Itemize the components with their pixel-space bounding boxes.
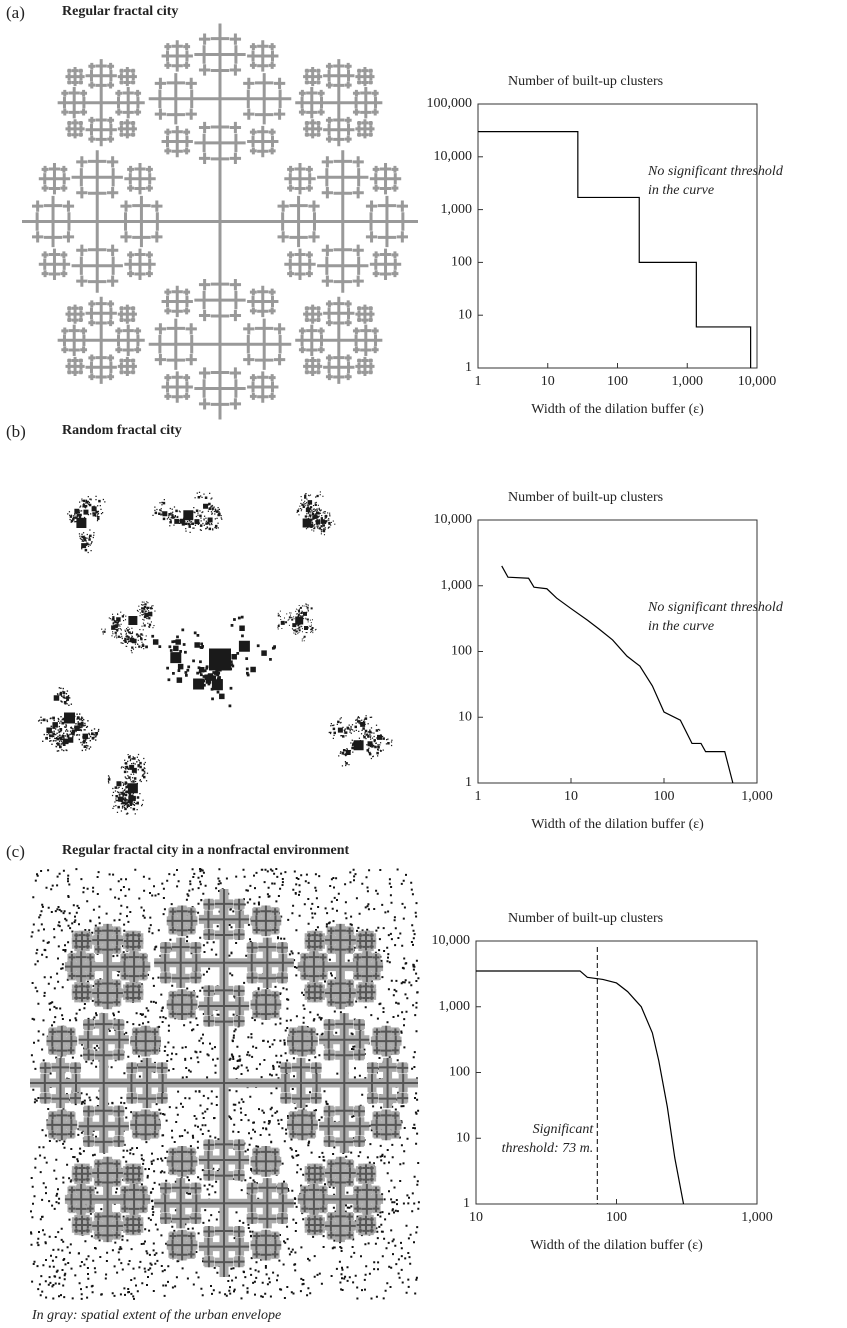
y-tick-label: 1,000 <box>439 999 471 1014</box>
fractal-image <box>37 491 393 815</box>
annotation: Significant <box>533 1122 595 1137</box>
annotation: in the curve <box>648 183 714 198</box>
y-tick-label: 1,000 <box>441 578 473 593</box>
annotation: threshold: 73 m. <box>502 1141 594 1156</box>
y-tick-label: 100 <box>449 1065 470 1080</box>
y-tick-label: 100 <box>451 255 472 270</box>
image-title: Regular fractal city in a nonfractal env… <box>62 843 350 858</box>
y-tick-label: 10 <box>456 1130 470 1145</box>
y-axis-label: Number of built-up clusters <box>508 490 663 505</box>
data-line <box>501 565 734 784</box>
x-tick-label: 100 <box>607 374 628 389</box>
y-axis-label: Number of built-up clusters <box>508 74 663 89</box>
x-tick-label: 1,000 <box>741 789 773 804</box>
panel-label: (c) <box>6 842 25 861</box>
x-tick-label: 100 <box>654 789 675 804</box>
x-tick-label: 100 <box>606 1210 627 1225</box>
plot-frame <box>475 940 758 1205</box>
x-axis-label: Width of the dilation buffer (ε) <box>531 817 704 832</box>
y-tick-label: 1,000 <box>441 202 473 217</box>
annotation: No significant threshold <box>647 164 784 179</box>
plot-frame <box>477 519 758 784</box>
y-tick-label: 10,000 <box>434 512 473 527</box>
y-tick-label: 10 <box>458 709 472 724</box>
y-tick-label: 100 <box>451 644 472 659</box>
y-tick-label: 1 <box>465 360 472 375</box>
y-tick-label: 1 <box>465 775 472 790</box>
x-tick-label: 10 <box>564 789 578 804</box>
fractal-image <box>22 23 418 420</box>
x-axis-label: Width of the dilation buffer (ε) <box>531 402 704 417</box>
image-title: Random fractal city <box>62 423 182 438</box>
annotation: No significant threshold <box>647 600 784 615</box>
x-tick-label: 10,000 <box>738 374 777 389</box>
x-tick-label: 10 <box>469 1210 483 1225</box>
image-title: Regular fractal city <box>62 4 178 19</box>
plot-frame <box>477 103 758 369</box>
data-line <box>478 131 752 368</box>
x-tick-label: 1 <box>475 789 482 804</box>
y-tick-label: 10,000 <box>434 149 473 164</box>
y-tick-label: 100,000 <box>427 96 473 111</box>
y-tick-label: 10 <box>458 307 472 322</box>
panel-label: (b) <box>6 422 26 441</box>
x-tick-label: 1,000 <box>672 374 704 389</box>
y-tick-label: 1 <box>463 1196 470 1211</box>
x-tick-label: 10 <box>541 374 555 389</box>
caption: In gray: spatial extent of the urban env… <box>31 1308 281 1323</box>
fractal-image <box>30 889 418 1277</box>
y-axis-label: Number of built-up clusters <box>508 911 663 926</box>
panel-label: (a) <box>6 3 25 22</box>
y-tick-label: 10,000 <box>432 933 471 948</box>
x-axis-label: Width of the dilation buffer (ε) <box>530 1238 703 1253</box>
x-tick-label: 1 <box>475 374 482 389</box>
annotation: in the curve <box>648 619 714 634</box>
data-line <box>476 970 685 1205</box>
x-tick-label: 1,000 <box>741 1210 773 1225</box>
